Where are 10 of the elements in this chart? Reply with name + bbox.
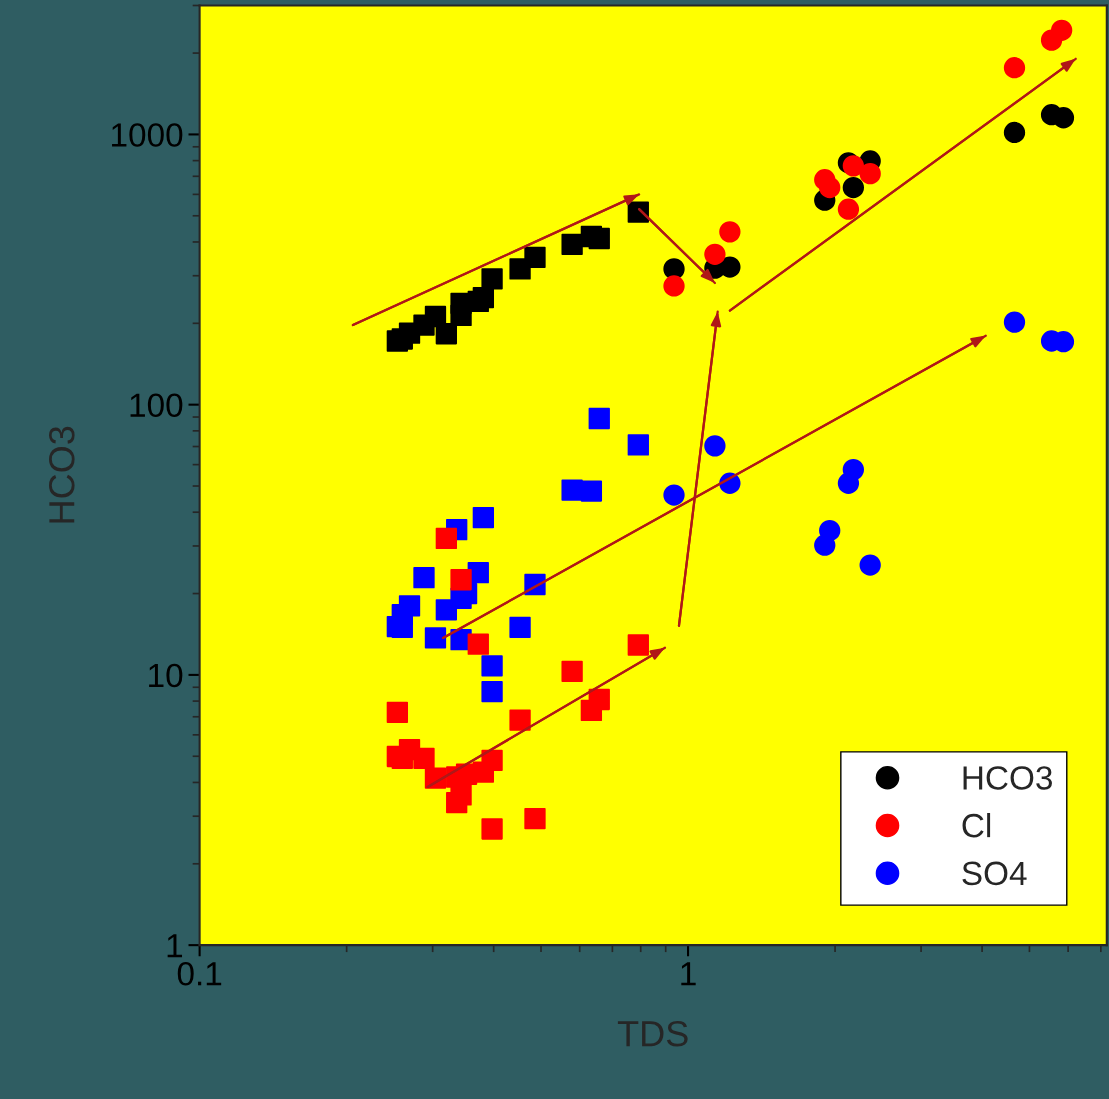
- x-axis-title: TDS: [617, 1020, 688, 1047]
- y-axis-title: HCO3: [49, 426, 75, 523]
- x-tick-label: 0.1: [177, 961, 222, 986]
- y-tick-label: 1: [167, 934, 183, 958]
- y-tick-label: 1000: [112, 123, 183, 147]
- y-tick-label: 10: [149, 663, 183, 688]
- y-tick-label: 100: [130, 393, 183, 418]
- legend-label: HCO3: [963, 766, 1052, 790]
- legend-label: Cl: [962, 812, 991, 838]
- legend-label: SO4: [962, 861, 1027, 886]
